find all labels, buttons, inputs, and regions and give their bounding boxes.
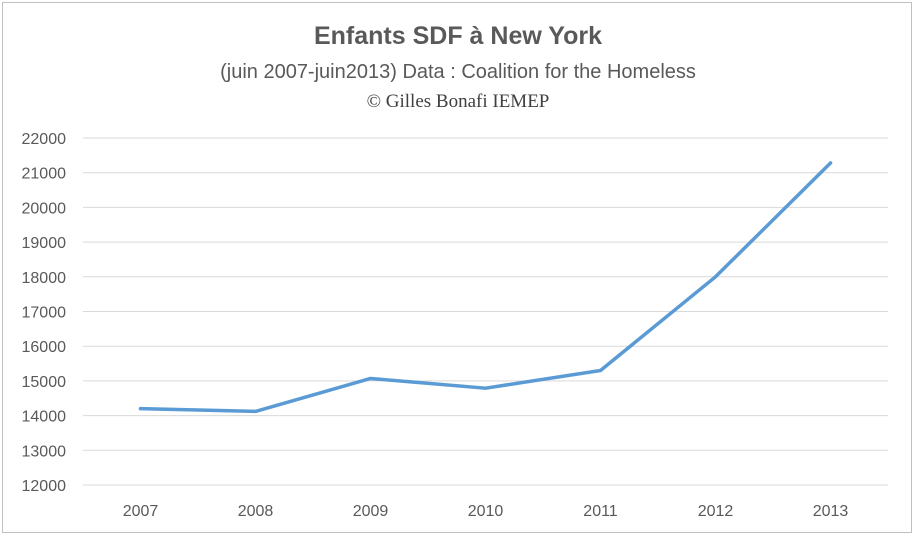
data-point [253,409,258,414]
series-line [138,161,833,414]
y-tick-label: 18000 [22,270,67,287]
data-point [368,376,373,381]
gridlines [83,137,888,486]
data-point [713,275,718,279]
chart-subtitle: (juin 2007-juin2013) Data : Coalition fo… [220,61,696,83]
data-point [598,368,603,373]
data-point [138,407,143,411]
y-tick-label: 21000 [22,166,67,183]
x-tick-label: 2011 [583,503,618,520]
y-tick-label: 19000 [22,235,67,252]
data-point [828,161,833,165]
y-tick-label: 14000 [22,409,67,426]
x-tick-label: 2013 [813,503,849,520]
y-tick-label: 12000 [22,478,67,495]
chart-credit: © Gilles Bonafi IEMEP [366,91,550,112]
y-tick-label: 13000 [22,443,67,460]
chart-title: Enfants SDF à New York [313,22,603,50]
y-tick-label: 15000 [22,374,67,391]
y-axis: 12000 13000 14000 15000 16000 17000 18000 19000… [22,131,67,495]
x-tick-label: 2008 [238,503,274,520]
x-tick-label: 2010 [468,503,504,520]
y-tick-label: 20000 [22,200,67,217]
y-tick-label: 16000 [22,339,67,356]
series-group [138,161,833,414]
x-axis: 2007 2008 2009 2010 2011 2012 2013 [123,503,849,520]
x-tick-label: 2007 [123,503,159,520]
data-point [483,386,488,390]
x-tick-label: 2012 [698,503,734,520]
x-tick-label: 2009 [353,503,389,520]
y-tick-label: 17000 [22,305,67,322]
y-tick-label: 22000 [22,131,67,148]
